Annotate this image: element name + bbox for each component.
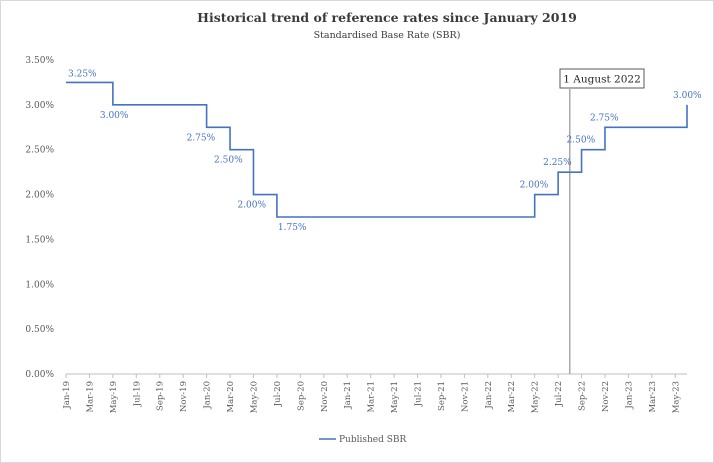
- x-tick-label: Jan-20: [203, 381, 213, 410]
- x-tick-label: Jan-21: [343, 381, 353, 410]
- y-tick-label: 1.50%: [25, 235, 54, 245]
- x-tick-label: Nov-22: [601, 381, 611, 412]
- y-tick-label: 2.50%: [25, 146, 54, 156]
- data-label: 2.75%: [590, 113, 619, 123]
- x-tick-label: May-23: [671, 381, 681, 413]
- x-tick-label: Sep-19: [156, 381, 166, 411]
- x-tick-label: May-22: [531, 381, 541, 413]
- legend-label: Published SBR: [339, 435, 407, 445]
- x-tick-label: Jan-23: [624, 381, 634, 410]
- x-tick-label: Mar-23: [648, 381, 658, 413]
- x-tick-label: Jan-19: [62, 381, 72, 410]
- annotation-box: [559, 68, 645, 89]
- series-line-published-sbr: [66, 81, 688, 218]
- y-tick-label: 0.00%: [25, 370, 54, 380]
- x-tick-label: Nov-20: [320, 381, 330, 412]
- x-tick-label: Jul-19: [132, 381, 142, 407]
- x-axis: Jan-19 Mar-19 May-19 Jul-19 Sep-19 Nov-19 Jan-…: [62, 373, 687, 413]
- chart-subtitle: Standardised Base Rate (SBR): [314, 30, 461, 41]
- x-tick-label: Mar-21: [367, 381, 377, 413]
- x-tick-label: Mar-22: [507, 381, 517, 413]
- x-tick-label: Nov-21: [460, 381, 470, 412]
- annotation-label: 1 August 2022: [563, 74, 641, 86]
- y-tick-label: 0.50%: [25, 325, 54, 335]
- data-label: 2.50%: [214, 156, 243, 166]
- data-label: 1.75%: [278, 223, 307, 233]
- annotation-layer: 1 August 2022: [559, 68, 645, 374]
- y-axis: 0.00% 0.50% 1.00% 1.50% 2.00% 2.50% 3.00% 3.50%: [25, 56, 54, 380]
- legend: Published SBR: [319, 435, 407, 445]
- chart-title: Historical trend of reference rates sinc…: [197, 10, 577, 25]
- x-tick-label: Jul-22: [554, 381, 564, 407]
- x-tick-label: Jan-22: [484, 381, 494, 410]
- data-label: 2.00%: [237, 201, 266, 211]
- data-label: 3.25%: [68, 69, 97, 79]
- x-tick-label: May-21: [390, 381, 400, 413]
- x-tick-label: Sep-22: [578, 381, 588, 411]
- x-tick-label: Sep-21: [437, 381, 447, 411]
- x-tick-label: Mar-20: [226, 381, 236, 413]
- series-layer: 3.25% 3.00% 2.75% 2.50% 2.00% 1.75% 2.00% 2.25%…: [66, 69, 702, 233]
- data-label: 2.50%: [567, 136, 596, 146]
- x-tick-label: Mar-19: [85, 381, 95, 413]
- x-tick-label: Jul-20: [273, 381, 283, 407]
- data-label: 2.00%: [520, 181, 549, 191]
- x-tick-label: Nov-19: [179, 381, 189, 412]
- data-label: 3.00%: [100, 111, 129, 121]
- x-tick-label: Sep-20: [296, 381, 306, 411]
- data-label: 2.25%: [543, 158, 572, 168]
- x-tick-label: May-20: [249, 381, 259, 413]
- y-tick-label: 3.50%: [25, 56, 54, 66]
- y-tick-label: 3.00%: [25, 101, 54, 111]
- y-tick-label: 1.00%: [25, 280, 54, 290]
- data-label: 3.00%: [673, 91, 702, 101]
- x-tick-label: May-19: [109, 381, 119, 413]
- data-label: 2.75%: [187, 133, 216, 143]
- x-tick-label: Jul-21: [414, 381, 424, 407]
- y-tick-label: 2.00%: [25, 191, 54, 201]
